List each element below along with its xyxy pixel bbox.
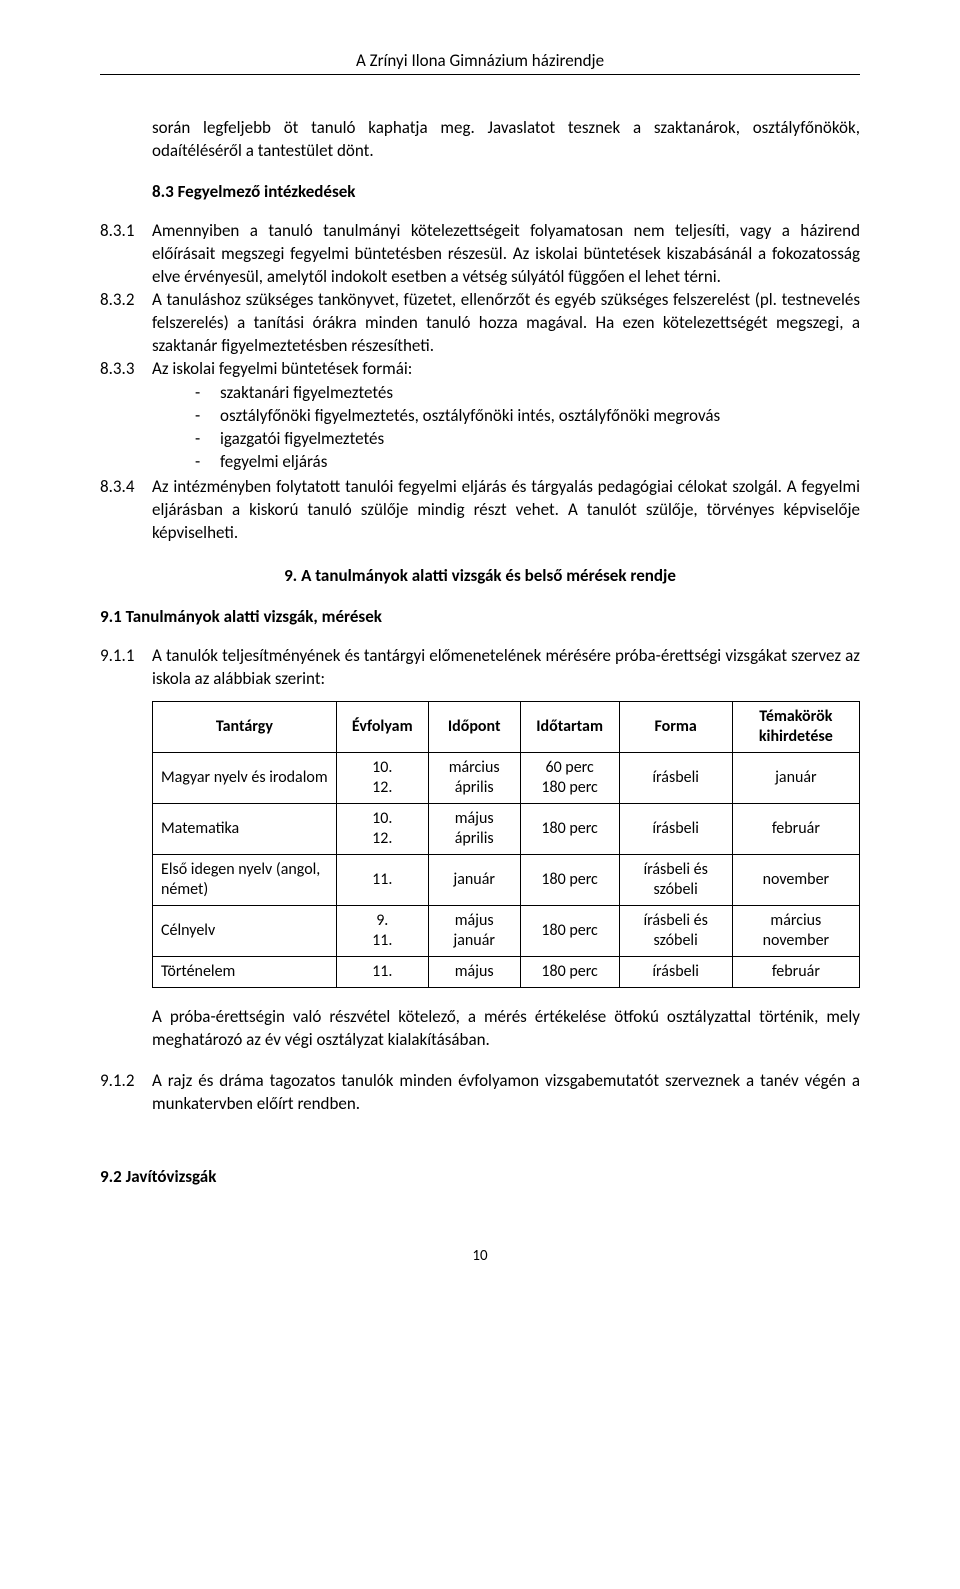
table-cell: írásbeli	[619, 956, 732, 987]
table-row: Célnyelv9.11.májusjanuár180 percírásbeli…	[153, 905, 860, 956]
table-cell: írásbeli és szóbeli	[619, 905, 732, 956]
table-cell: 180 perc	[520, 803, 619, 854]
bullet-item: szaktanári figyelmeztetés	[195, 382, 860, 405]
table-cell: Első idegen nyelv (angol, német)	[153, 854, 337, 905]
table-cell: 180 perc	[520, 956, 619, 987]
table-cell: márciusáprilis	[428, 752, 520, 803]
chapter-9-title: 9. A tanulmányok alatti vizsgák és belső…	[100, 565, 860, 586]
table-cell: 180 perc	[520, 905, 619, 956]
table-cell: 10.12.	[336, 752, 428, 803]
th-time: Időpont	[428, 701, 520, 752]
table-cell: márciusnovember	[732, 905, 859, 956]
item-number: 8.3.2	[100, 289, 152, 358]
bullet-item: fegyelmi eljárás	[195, 451, 860, 474]
item-number: 8.3.1	[100, 220, 152, 289]
section-9-2-title: 9.2 Javítóvizsgák	[100, 1166, 860, 1187]
table-cell: 11.	[336, 854, 428, 905]
table-cell: 180 perc	[520, 854, 619, 905]
exam-table-wrap: Tantárgy Évfolyam Időpont Időtartam Form…	[100, 701, 860, 988]
th-subject: Tantárgy	[153, 701, 337, 752]
table-cell: 60 perc180 perc	[520, 752, 619, 803]
item-8-3-3: 8.3.3 Az iskolai fegyelmi büntetések for…	[100, 358, 860, 381]
table-cell: 10.12.	[336, 803, 428, 854]
table-cell: Célnyelv	[153, 905, 337, 956]
th-form: Forma	[619, 701, 732, 752]
item-text: A tanuláshoz szükséges tankönyvet, füzet…	[152, 289, 860, 358]
section-8-3-title: 8.3 Fegyelmező intézkedések	[100, 181, 860, 202]
section-9-1-title: 9.1 Tanulmányok alatti vizsgák, mérések	[100, 606, 860, 627]
table-cell: írásbeli	[619, 752, 732, 803]
table-cell: Magyar nyelv és irodalom	[153, 752, 337, 803]
table-cell: írásbeli és szóbeli	[619, 854, 732, 905]
exam-table: Tantárgy Évfolyam Időpont Időtartam Form…	[152, 701, 860, 988]
item-text: A tanulók teljesítményének és tantárgyi …	[152, 645, 860, 691]
th-duration: Időtartam	[520, 701, 619, 752]
document-page: A Zrínyi Ilona Gimnázium házirendje sorá…	[0, 0, 960, 1305]
item-number: 9.1.2	[100, 1070, 152, 1116]
th-grade: Évfolyam	[336, 701, 428, 752]
table-row: Matematika10.12.májusáprilis180 percírás…	[153, 803, 860, 854]
table-row: Első idegen nyelv (angol, német)11.januá…	[153, 854, 860, 905]
item-text: Az iskolai fegyelmi büntetések formái:	[152, 358, 860, 381]
item-8-3-4: 8.3.4 Az intézményben folytatott tanulói…	[100, 476, 860, 545]
table-cell: Történelem	[153, 956, 337, 987]
after-table-paragraph: A próba-érettségin való részvétel kötele…	[100, 1006, 860, 1052]
table-cell: február	[732, 803, 859, 854]
item-number: 9.1.1	[100, 645, 152, 691]
table-cell: 11.	[336, 956, 428, 987]
table-cell: január	[428, 854, 520, 905]
bullet-list-8-3-3: szaktanári figyelmeztetés osztályfőnöki …	[100, 382, 860, 474]
table-cell: 9.11.	[336, 905, 428, 956]
item-number: 8.3.3	[100, 358, 152, 381]
item-9-1-1: 9.1.1 A tanulók teljesítményének és tant…	[100, 645, 860, 691]
item-text: Amennyiben a tanuló tanulmányi kötelezet…	[152, 220, 860, 289]
page-number: 10	[100, 1247, 860, 1265]
table-row: Magyar nyelv és irodalom10.12.márciusápr…	[153, 752, 860, 803]
table-cell: február	[732, 956, 859, 987]
table-header-row: Tantárgy Évfolyam Időpont Időtartam Form…	[153, 701, 860, 752]
table-cell: május	[428, 956, 520, 987]
item-8-3-2: 8.3.2 A tanuláshoz szükséges tankönyvet,…	[100, 289, 860, 358]
table-row: Történelem11.május180 percírásbelifebruá…	[153, 956, 860, 987]
item-text: A rajz és dráma tagozatos tanulók minden…	[152, 1070, 860, 1116]
intro-paragraph: során legfeljebb öt tanuló kaphatja meg.…	[100, 117, 860, 163]
item-8-3-1: 8.3.1 Amennyiben a tanuló tanulmányi köt…	[100, 220, 860, 289]
table-cell: májusáprilis	[428, 803, 520, 854]
table-cell: májusjanuár	[428, 905, 520, 956]
table-cell: írásbeli	[619, 803, 732, 854]
item-number: 8.3.4	[100, 476, 152, 545]
bullet-item: igazgatói figyelmeztetés	[195, 428, 860, 451]
item-text: Az intézményben folytatott tanulói fegye…	[152, 476, 860, 545]
table-cell: november	[732, 854, 859, 905]
table-cell: Matematika	[153, 803, 337, 854]
th-topics: Témakörök kihirdetése	[732, 701, 859, 752]
page-header: A Zrínyi Ilona Gimnázium házirendje	[100, 50, 860, 75]
bullet-item: osztályfőnöki figyelmeztetés, osztályfőn…	[195, 405, 860, 428]
table-cell: január	[732, 752, 859, 803]
item-9-1-2: 9.1.2 A rajz és dráma tagozatos tanulók …	[100, 1070, 860, 1116]
